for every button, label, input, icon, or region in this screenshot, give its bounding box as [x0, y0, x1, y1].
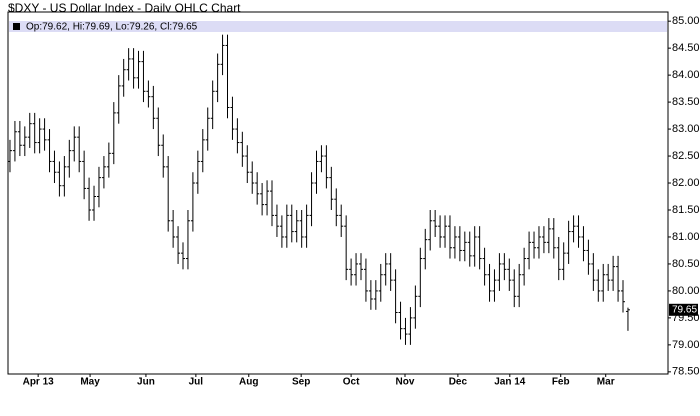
legend-band: [9, 21, 667, 32]
x-tick-label: Jun: [137, 377, 155, 388]
x-tick-label: May: [80, 377, 100, 388]
last-price-label: 79.65: [672, 304, 697, 315]
legend-swatch: [13, 23, 20, 30]
y-tick-label: 82.50: [672, 150, 700, 162]
y-tick-label: 79.00: [672, 339, 700, 351]
y-tick-label: 78.50: [672, 366, 700, 378]
x-tick-label: Mar: [597, 377, 615, 388]
y-tick-label: 84.50: [672, 42, 700, 54]
x-tick-label: Aug: [239, 377, 258, 388]
y-tick-label: 80.00: [672, 285, 700, 297]
y-tick-label: 81.50: [672, 204, 700, 216]
x-tick-label: Feb: [552, 377, 570, 388]
y-tick-label: 85.00: [672, 15, 700, 27]
x-tick-label: Apr 13: [23, 377, 55, 388]
x-tick-label: Jul: [189, 377, 204, 388]
y-tick-label: 82.00: [672, 177, 700, 189]
x-tick-label: Jan 14: [494, 377, 526, 388]
legend-label: Op:79.62, Hi:79.69, Lo:79.26, Cl:79.65: [26, 22, 198, 33]
plot-frame: [7, 11, 669, 375]
x-tick-label: Sep: [292, 377, 310, 388]
x-tick-label: Oct: [343, 377, 360, 388]
y-tick-label: 83.00: [672, 123, 700, 135]
y-tick-label: 80.50: [672, 258, 700, 270]
y-tick-label: 83.50: [672, 96, 700, 108]
y-tick-label: 81.00: [672, 231, 700, 243]
x-tick-label: Dec: [449, 377, 468, 388]
x-tick-label: Nov: [396, 377, 415, 388]
y-tick-label: 84.00: [672, 69, 700, 81]
last-price-box: [669, 303, 698, 316]
